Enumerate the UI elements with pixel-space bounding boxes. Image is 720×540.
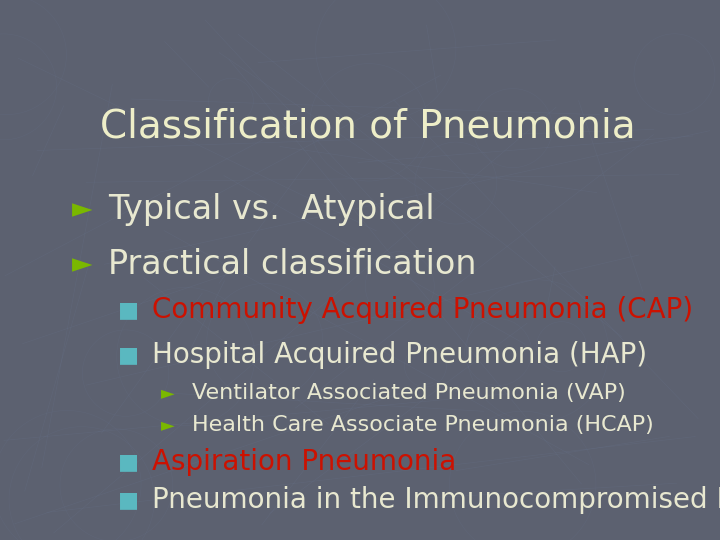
Text: ■: ■ (117, 345, 138, 365)
Text: ►: ► (72, 252, 92, 278)
Text: Ventilator Associated Pneumonia (VAP): Ventilator Associated Pneumonia (VAP) (192, 383, 626, 403)
Text: Practical classification: Practical classification (108, 248, 477, 281)
Text: Classification of Pneumonia: Classification of Pneumonia (100, 108, 636, 146)
Text: ■: ■ (117, 300, 138, 320)
Text: Community Acquired Pneumonia (CAP): Community Acquired Pneumonia (CAP) (152, 296, 693, 324)
Text: Hospital Acquired Pneumonia (HAP): Hospital Acquired Pneumonia (HAP) (152, 341, 647, 369)
Text: ■: ■ (117, 452, 138, 472)
Text: ►: ► (161, 416, 175, 434)
Text: Health Care Associate Pneumonia (HCAP): Health Care Associate Pneumonia (HCAP) (192, 415, 654, 435)
Text: ►: ► (161, 384, 175, 402)
Text: Aspiration Pneumonia: Aspiration Pneumonia (152, 448, 456, 476)
Text: ■: ■ (117, 490, 138, 510)
Text: Pneumonia in the Immunocompromised Patients: Pneumonia in the Immunocompromised Patie… (152, 486, 720, 514)
Text: Typical vs.  Atypical: Typical vs. Atypical (108, 193, 435, 226)
Text: ►: ► (72, 197, 92, 223)
